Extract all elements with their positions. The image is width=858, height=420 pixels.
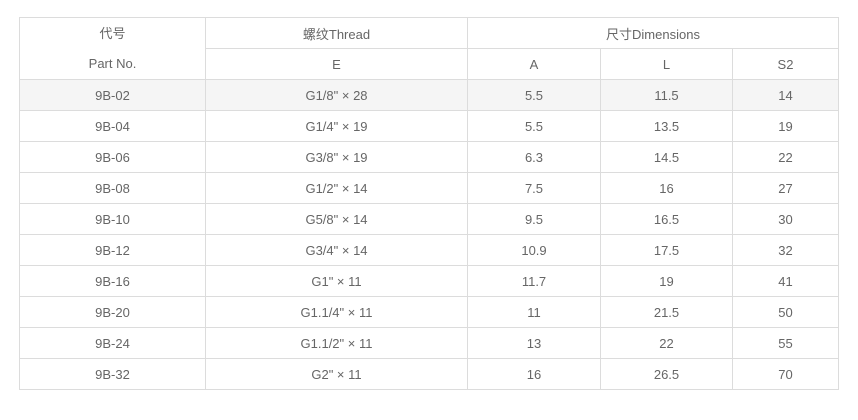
cell-thread-e: G1/2" × 14 xyxy=(205,172,468,204)
cell-dim-l: 16 xyxy=(600,172,733,204)
table-row: 9B-02 G1/8" × 28 5.5 11.5 14 xyxy=(19,79,839,111)
header-row-sub: E A L S2 xyxy=(20,48,839,80)
table-row: 9B-16 G1" × 11 11.7 19 41 xyxy=(19,265,839,297)
cell-thread-e: G2" × 11 xyxy=(205,358,468,390)
header-part-no-zh: 代号 xyxy=(99,25,126,41)
table-row: 9B-10 G5/8" × 14 9.5 16.5 30 xyxy=(19,203,839,235)
cell-dim-l: 21.5 xyxy=(600,296,733,328)
cell-part-no: 9B-20 xyxy=(19,296,206,328)
cell-dim-a: 7.5 xyxy=(467,172,601,204)
cell-thread-e: G3/8" × 19 xyxy=(205,141,468,173)
cell-thread-e: G3/4" × 14 xyxy=(205,234,468,266)
cell-dim-s2: 27 xyxy=(732,172,839,204)
header-part-no-en: Part No. xyxy=(88,55,137,71)
cell-part-no: 9B-02 xyxy=(19,79,206,111)
cell-dim-s2: 30 xyxy=(732,203,839,235)
header-col-a: A xyxy=(467,48,601,80)
table-row: 9B-20 G1.1/4" × 11 11 21.5 50 xyxy=(19,296,839,328)
cell-dim-s2: 14 xyxy=(732,79,839,111)
cell-thread-e: G1" × 11 xyxy=(205,265,468,297)
cell-part-no: 9B-10 xyxy=(19,203,206,235)
cell-dim-a: 5.5 xyxy=(467,110,601,142)
header-thread-group: 螺纹Thread xyxy=(205,17,468,49)
cell-thread-e: G1/4" × 19 xyxy=(205,110,468,142)
cell-dim-s2: 19 xyxy=(732,110,839,142)
cell-dim-l: 13.5 xyxy=(600,110,733,142)
cell-dim-a: 16 xyxy=(467,358,601,390)
table-row: 9B-32 G2" × 11 16 26.5 70 xyxy=(19,358,839,390)
header-part-no: 代号 Part No. xyxy=(19,17,206,80)
cell-dim-s2: 70 xyxy=(732,358,839,390)
cell-part-no: 9B-04 xyxy=(19,110,206,142)
cell-dim-l: 17.5 xyxy=(600,234,733,266)
header-col-e: E xyxy=(205,48,468,80)
header-col-l: L xyxy=(600,48,733,80)
cell-part-no: 9B-06 xyxy=(19,141,206,173)
cell-dim-s2: 32 xyxy=(732,234,839,266)
cell-part-no: 9B-16 xyxy=(19,265,206,297)
header-row-groups: 代号 Part No. 螺纹Thread 尺寸Dimensions xyxy=(19,17,839,80)
cell-dim-s2: 55 xyxy=(732,327,839,359)
cell-thread-e: G1/8" × 28 xyxy=(205,79,468,111)
cell-dim-a: 11.7 xyxy=(467,265,601,297)
header-dimensions-group: 尺寸Dimensions xyxy=(467,17,839,49)
cell-dim-a: 10.9 xyxy=(467,234,601,266)
table-row: 9B-06 G3/8" × 19 6.3 14.5 22 xyxy=(19,141,839,173)
cell-thread-e: G1.1/4" × 11 xyxy=(205,296,468,328)
cell-thread-e: G1.1/2" × 11 xyxy=(205,327,468,359)
header-col-s2: S2 xyxy=(732,48,839,80)
cell-thread-e: G5/8" × 14 xyxy=(205,203,468,235)
cell-dim-l: 14.5 xyxy=(600,141,733,173)
cell-dim-l: 19 xyxy=(600,265,733,297)
cell-dim-a: 9.5 xyxy=(467,203,601,235)
cell-dim-a: 5.5 xyxy=(467,79,601,111)
table-row: 9B-04 G1/4" × 19 5.5 13.5 19 xyxy=(19,110,839,142)
table-row: 9B-12 G3/4" × 14 10.9 17.5 32 xyxy=(19,234,839,266)
cell-dim-s2: 50 xyxy=(732,296,839,328)
cell-part-no: 9B-12 xyxy=(19,234,206,266)
cell-dim-s2: 41 xyxy=(732,265,839,297)
cell-dim-l: 22 xyxy=(600,327,733,359)
table-row: 9B-08 G1/2" × 14 7.5 16 27 xyxy=(19,172,839,204)
cell-dim-s2: 22 xyxy=(732,141,839,173)
cell-dim-a: 13 xyxy=(467,327,601,359)
cell-dim-a: 6.3 xyxy=(467,141,601,173)
cell-dim-a: 11 xyxy=(467,296,601,328)
cell-part-no: 9B-24 xyxy=(19,327,206,359)
table-row: 9B-24 G1.1/2" × 11 13 22 55 xyxy=(19,327,839,359)
cell-part-no: 9B-32 xyxy=(19,358,206,390)
cell-dim-l: 26.5 xyxy=(600,358,733,390)
cell-part-no: 9B-08 xyxy=(19,172,206,204)
cell-dim-l: 11.5 xyxy=(600,79,733,111)
spec-table: 代号 Part No. 螺纹Thread 尺寸Dimensions E A L … xyxy=(19,17,839,390)
cell-dim-l: 16.5 xyxy=(600,203,733,235)
